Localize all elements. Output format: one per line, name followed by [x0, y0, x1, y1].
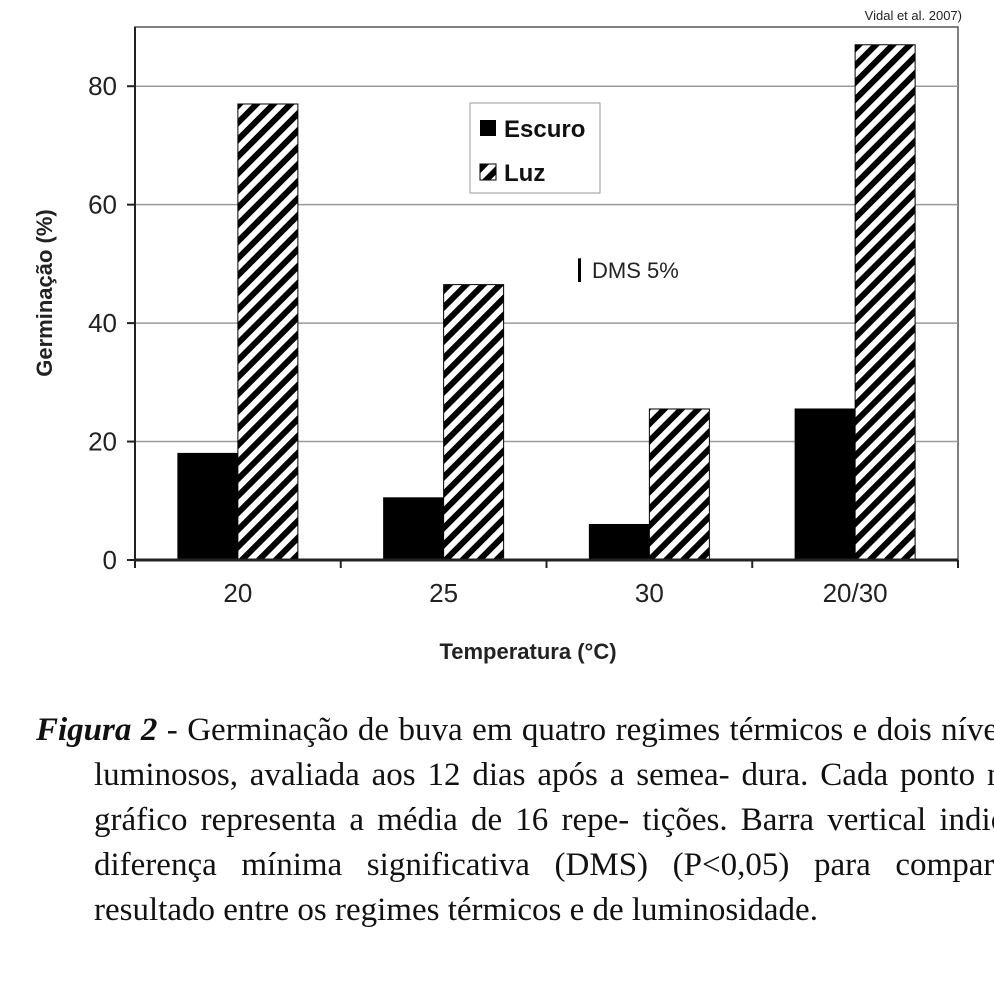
- caption-text: Germinação de buva em quatro regimes tér…: [94, 712, 994, 928]
- axes: [127, 27, 959, 568]
- y-tick-label: 80: [88, 71, 117, 101]
- y-tick-label: 60: [88, 190, 117, 220]
- caption-separator: -: [157, 712, 188, 748]
- bar-escuro-20-30: [794, 408, 856, 561]
- bar-luz-20-30: [854, 44, 916, 561]
- x-tick-label: 20/30: [823, 578, 888, 608]
- bar-escuro-20: [177, 452, 239, 561]
- legend-swatch-escuro: [480, 120, 496, 136]
- bar-luz-20: [237, 103, 299, 561]
- caption-label: Figura 2: [36, 712, 158, 748]
- x-tick-label: 25: [429, 578, 458, 608]
- source-note: Vidal et al. 2007): [865, 8, 962, 23]
- bar-escuro-30: [588, 523, 650, 561]
- dms-bar: [578, 258, 581, 282]
- y-tick-label: 0: [103, 545, 117, 575]
- x-tick-label: 20: [223, 578, 252, 608]
- legend-label-escuro: Escuro: [504, 116, 585, 143]
- bars: [177, 44, 916, 561]
- y-tick-label: 40: [88, 308, 117, 338]
- bar-luz-30: [648, 408, 710, 561]
- dms-annotation: DMS 5%: [578, 258, 679, 283]
- legend-label-luz: Luz: [504, 160, 545, 187]
- figure-caption: Figura 2 - Germinação de buva em quatro …: [36, 708, 994, 933]
- legend-swatch-luz: [479, 163, 497, 181]
- x-tick-label: 30: [635, 578, 664, 608]
- bar-escuro-25: [383, 497, 445, 561]
- legend: Escuro Luz: [469, 102, 601, 194]
- y-axis-label: Germinação (%): [32, 209, 57, 377]
- dms-label: DMS 5%: [592, 258, 679, 283]
- tick-labels: 0 20 40 60 80 20 25 30 20/30: [88, 71, 888, 608]
- x-axis-label: Temperatura (°C): [439, 639, 616, 664]
- y-tick-label: 20: [88, 427, 117, 457]
- bar-luz-25: [443, 284, 505, 561]
